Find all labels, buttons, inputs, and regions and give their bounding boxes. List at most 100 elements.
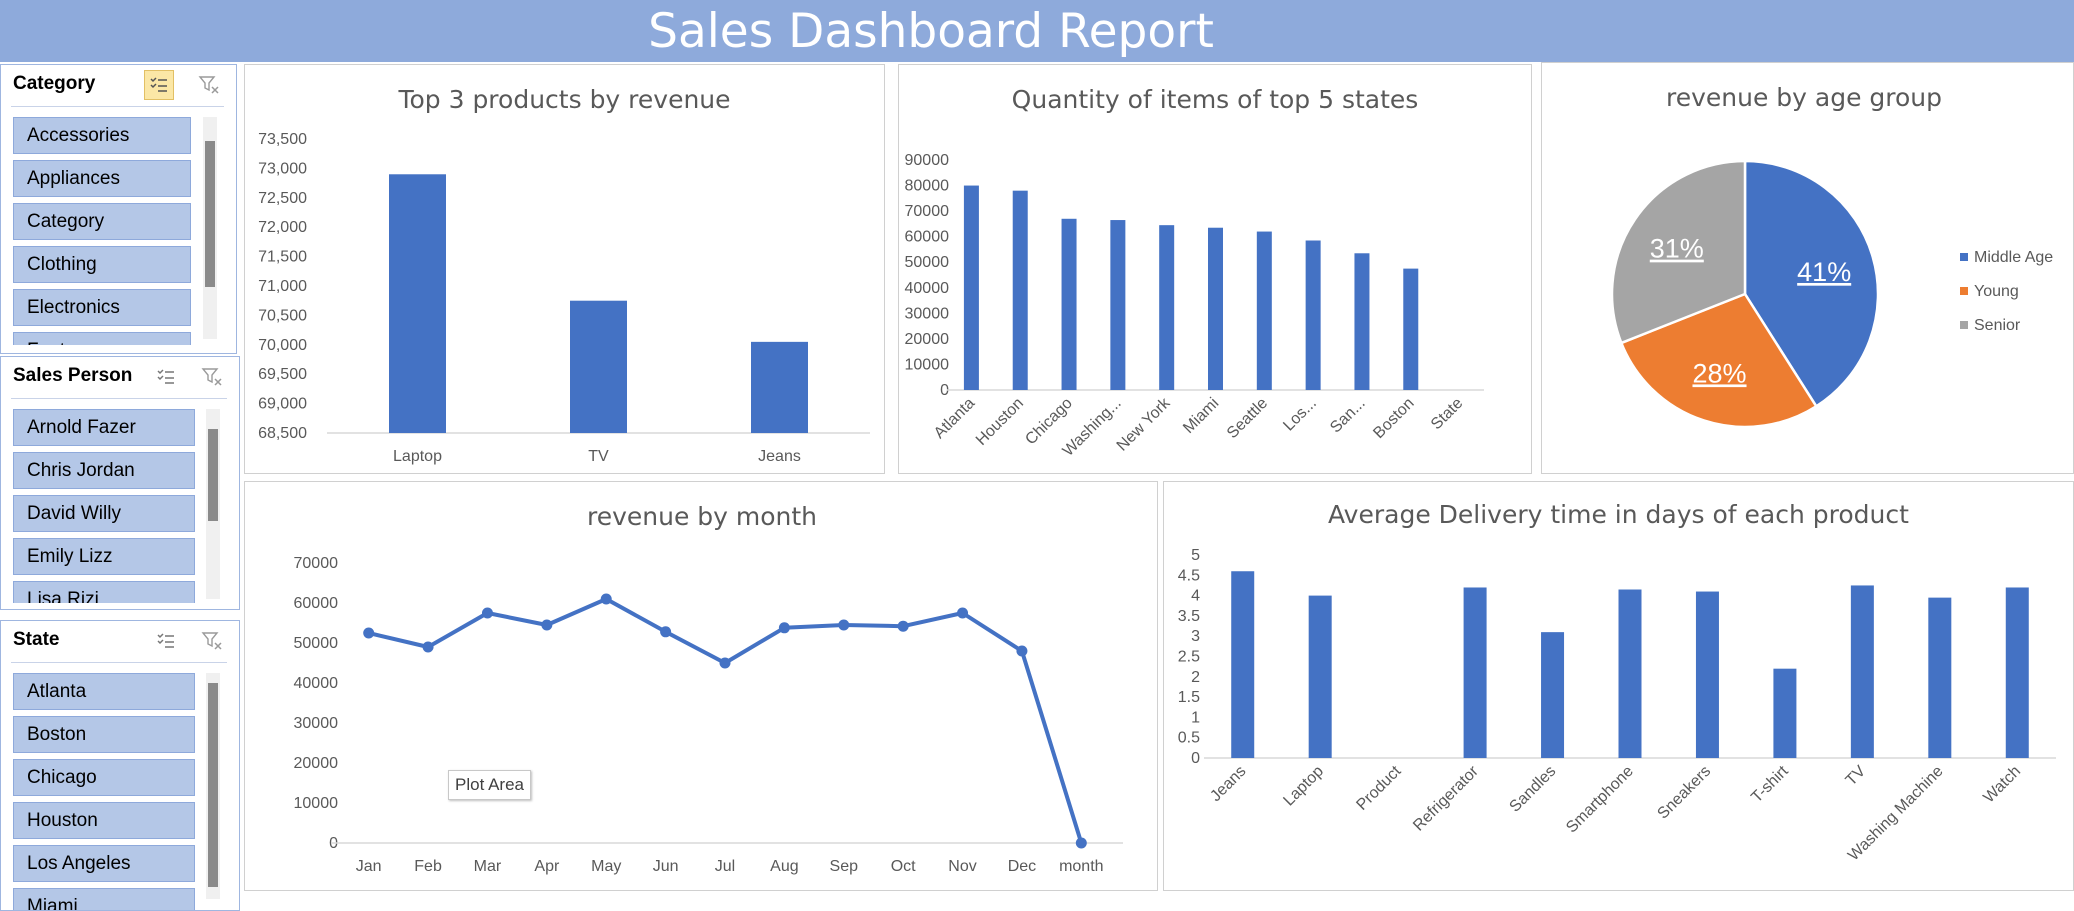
sales-person-scrollbar[interactable] [206,409,220,599]
clear-filter-button[interactable] [197,362,227,392]
point-jun [660,626,672,638]
slicer-item-category[interactable]: Category [13,203,191,240]
chart-title: revenue by month [586,502,818,531]
y-tick-label: 2.5 [1178,649,1200,666]
y-tick-label: 80000 [905,178,950,195]
slicer-item-atlanta[interactable]: Atlanta [13,673,195,710]
y-tick-label: 4.5 [1178,567,1200,584]
x-tick-label: Jun [653,858,679,875]
bar-miami [1208,227,1223,390]
x-tick-label: Miami [1180,395,1222,437]
category-scrollbar-thumb[interactable] [205,141,215,287]
slicer-item-david-willy[interactable]: David Willy [13,495,195,532]
slicer-item-los-angeles[interactable]: Los Angeles [13,845,195,882]
slicer-item-electronics[interactable]: Electronics [13,289,191,326]
clear-filter-button[interactable] [197,626,227,656]
sales-person-slicer: Sales Person Arnold Fazer Chris Jordan D… [0,356,240,610]
slicer-item-accessories[interactable]: Accessories [13,117,191,154]
slicer-item-miami[interactable]: Miami [13,888,195,910]
legend-label: Young [1974,283,2019,300]
x-tick-label: Sneakers [1654,763,1714,823]
chart-title: revenue by age group [1665,83,1943,112]
bar-sandles [1541,632,1565,758]
y-tick-label: 0 [1191,750,1200,767]
x-tick-label: Feb [414,858,442,875]
x-tick-label: Mar [474,858,502,875]
bar-atlanta [963,185,979,390]
clear-filter-button[interactable] [194,70,224,100]
delivery-time-chart[interactable]: Average Delivery time in days of each pr… [1163,481,2074,891]
multi-select-icon [157,633,174,648]
slice-senior [1610,159,1747,345]
x-tick-label: Sep [830,858,859,875]
x-tick-label: Houston [973,395,1027,449]
y-tick-label: 71,000 [258,278,307,295]
y-tick-label: 10000 [294,795,339,812]
y-tick-label: 40000 [905,280,950,297]
point-month [1075,837,1087,849]
top-states-plot: 0 10000 20000 30000 40000 50000 60000 70000 8000… [905,152,1484,460]
plot-area-tooltip: Plot Area [448,770,531,800]
chart-title: Top 3 products by revenue [398,85,731,114]
slicer-item-chicago[interactable]: Chicago [13,759,195,796]
title-bar: Sales Dashboard Report [0,0,2074,62]
y-tick-label: 40000 [294,675,339,692]
bar-washing- [1110,220,1126,390]
y-tick-label: 3.5 [1178,608,1200,625]
x-tick-label: Boston [1370,395,1417,442]
sales-person-scrollbar-thumb[interactable] [208,429,218,521]
x-tick-label: Refrigerator [1410,762,1482,834]
age-group-chart[interactable]: revenue by age group 41% 28% 31% Middle Age… [1541,62,2074,474]
y-tick-label: 90000 [905,152,950,169]
x-tick-label: Jul [715,858,735,875]
slicer-item-clothing[interactable]: Clothing [13,246,191,283]
x-tick-label: San... [1327,395,1369,437]
clear-filter-icon [198,76,219,94]
slicer-item-lisa-rizi[interactable]: Lisa Rizi [13,581,195,603]
category-slicer: Category Accessories Appliances Category… [0,64,237,354]
y-tick-label: 69,000 [258,396,307,413]
slicer-item-arnold-fazer[interactable]: Arnold Fazer [13,409,195,446]
category-slicer-title: Category [13,73,96,94]
legend-label: Middle Age [1974,249,2053,266]
slicer-item-chris-jordan[interactable]: Chris Jordan [13,452,195,489]
y-tick-label: 60000 [905,229,950,246]
point-apr [541,619,553,631]
point-oct [897,620,909,632]
x-tick-label: TV [588,448,609,465]
x-tick-label: T-shirt [1748,762,1792,806]
slicer-item-footwear[interactable]: Footwear [13,332,191,345]
y-tick-label: 2 [1191,669,1200,686]
slicer-item-emily-lizz[interactable]: Emily Lizz [13,538,195,575]
bar-tv [570,300,627,433]
bar-boston [1403,268,1419,390]
y-tick-label: 70,500 [258,307,307,324]
multi-select-button[interactable] [151,362,181,392]
dashboard-title: Sales Dashboard Report [648,4,1214,59]
y-tick-label: 4 [1191,588,1200,605]
slicer-item-boston[interactable]: Boston [13,716,195,753]
legend-swatch [1960,321,1968,329]
y-tick-label: 20000 [905,331,950,348]
data-label: 28% [1692,358,1746,388]
bar-washing-machine [1928,597,1952,758]
state-scrollbar[interactable] [206,673,220,899]
bar-jeans [1231,571,1255,758]
y-tick-label: 68,500 [258,425,307,442]
top-states-chart[interactable]: Quantity of items of top 5 states 0 10000… [898,64,1532,474]
revenue-by-month-chart[interactable]: revenue by month 01000020000300004000050… [244,481,1158,891]
bar-t-shirt [1773,668,1797,758]
revenue-series-line [368,597,1084,844]
y-tick-label: 71,500 [258,249,307,266]
category-scrollbar[interactable] [203,117,217,339]
clear-filter-icon [201,632,222,650]
slicer-item-houston[interactable]: Houston [13,802,195,839]
multi-select-button[interactable] [151,626,181,656]
top3-products-chart[interactable]: Top 3 products by revenue 68,500 69,000 69… [244,64,885,474]
slicer-item-appliances[interactable]: Appliances [13,160,191,197]
point-jan [363,627,375,639]
state-scrollbar-thumb[interactable] [208,683,218,887]
bar-chicago [1061,218,1077,390]
data-label: 41% [1797,257,1851,287]
multi-select-button[interactable] [144,70,174,100]
